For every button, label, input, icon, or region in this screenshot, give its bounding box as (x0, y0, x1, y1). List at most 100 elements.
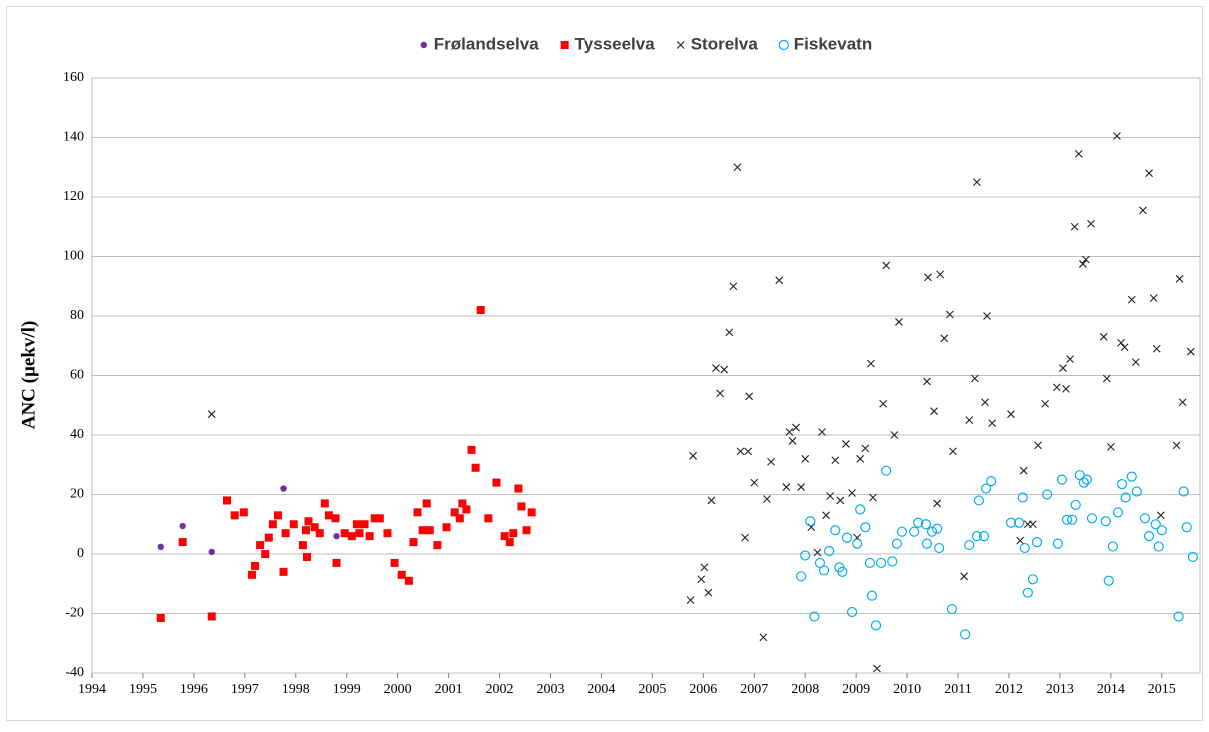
point (822, 511, 830, 520)
x-tick-label: 2004 (587, 682, 615, 697)
point (846, 606, 858, 618)
point (1112, 507, 1124, 518)
point (1100, 516, 1111, 527)
point (1127, 295, 1136, 304)
point (930, 407, 938, 416)
chart-border (6, 6, 1203, 721)
point (983, 312, 991, 320)
point (960, 572, 969, 581)
point (1042, 489, 1053, 500)
point (707, 496, 716, 505)
point (157, 543, 164, 551)
point (909, 526, 920, 537)
point (261, 550, 270, 558)
point (1059, 364, 1067, 372)
x-tick-label: 1994 (78, 682, 106, 697)
point (949, 447, 957, 456)
point (801, 454, 810, 463)
point (1153, 541, 1164, 552)
x-tick-label: 2011 (944, 682, 971, 697)
legend: Frølandselva Tysseelva Storelva Fiskevatn (420, 34, 872, 53)
point (890, 431, 899, 439)
x-tick-label: 1997 (231, 682, 259, 697)
point (1172, 441, 1181, 450)
legend-label: Storelva (691, 34, 759, 53)
point (1086, 513, 1098, 524)
point (712, 364, 720, 372)
point (1131, 358, 1140, 367)
point (978, 531, 990, 542)
x-tick-label: 2001 (435, 682, 463, 697)
point (881, 465, 892, 476)
point (1186, 347, 1195, 356)
point (418, 526, 427, 535)
point (1019, 466, 1028, 475)
point (413, 508, 422, 517)
y-tick-label: 40 (70, 427, 84, 442)
point (744, 447, 753, 456)
point (304, 517, 313, 526)
point (729, 282, 738, 291)
point (404, 576, 413, 585)
point (208, 548, 215, 556)
point (333, 532, 340, 540)
point (736, 447, 745, 456)
plot-frame (91, 77, 1201, 674)
point (936, 270, 945, 279)
point (331, 514, 340, 523)
point (964, 539, 975, 551)
point (492, 478, 501, 487)
point (397, 570, 406, 579)
point (355, 529, 364, 538)
point (315, 529, 324, 538)
point (1016, 536, 1025, 545)
legend-label: Frølandselva (434, 34, 539, 53)
point (940, 334, 949, 343)
point (375, 514, 384, 523)
y-tick-label: 60 (70, 368, 84, 383)
x-tick-label: 1996 (180, 682, 208, 697)
point (1145, 169, 1153, 178)
point (1074, 149, 1083, 158)
x-tick-label: 2007 (740, 682, 768, 697)
point (1103, 575, 1114, 586)
x-tick-label: 2009 (842, 682, 870, 697)
point (347, 532, 356, 541)
point (1007, 410, 1015, 419)
point (458, 499, 467, 508)
point (980, 483, 992, 494)
x-tick-label: 2015 (1148, 682, 1176, 697)
point (1061, 514, 1073, 525)
point (891, 538, 902, 549)
point (970, 374, 979, 383)
y-tick-label: 120 (63, 189, 84, 204)
point (824, 545, 835, 557)
legend-label: Tysseelva (575, 34, 656, 53)
point (179, 522, 186, 530)
point (924, 273, 932, 282)
point (280, 485, 287, 492)
point (442, 523, 451, 532)
point (837, 566, 848, 577)
point (867, 359, 875, 368)
point (298, 541, 307, 550)
point (864, 557, 875, 569)
point (934, 542, 945, 554)
point (866, 590, 878, 601)
point (686, 596, 695, 605)
point (785, 428, 794, 436)
point (390, 558, 399, 567)
point (279, 567, 288, 576)
point (1156, 525, 1167, 536)
point (896, 526, 908, 537)
point (972, 178, 981, 187)
legend-symbol (560, 41, 569, 49)
point (830, 525, 841, 536)
point (251, 561, 260, 570)
x-tick-label: 2013 (1046, 682, 1074, 697)
point (725, 328, 734, 337)
point (310, 523, 319, 532)
point (842, 440, 850, 448)
point (1070, 499, 1081, 511)
